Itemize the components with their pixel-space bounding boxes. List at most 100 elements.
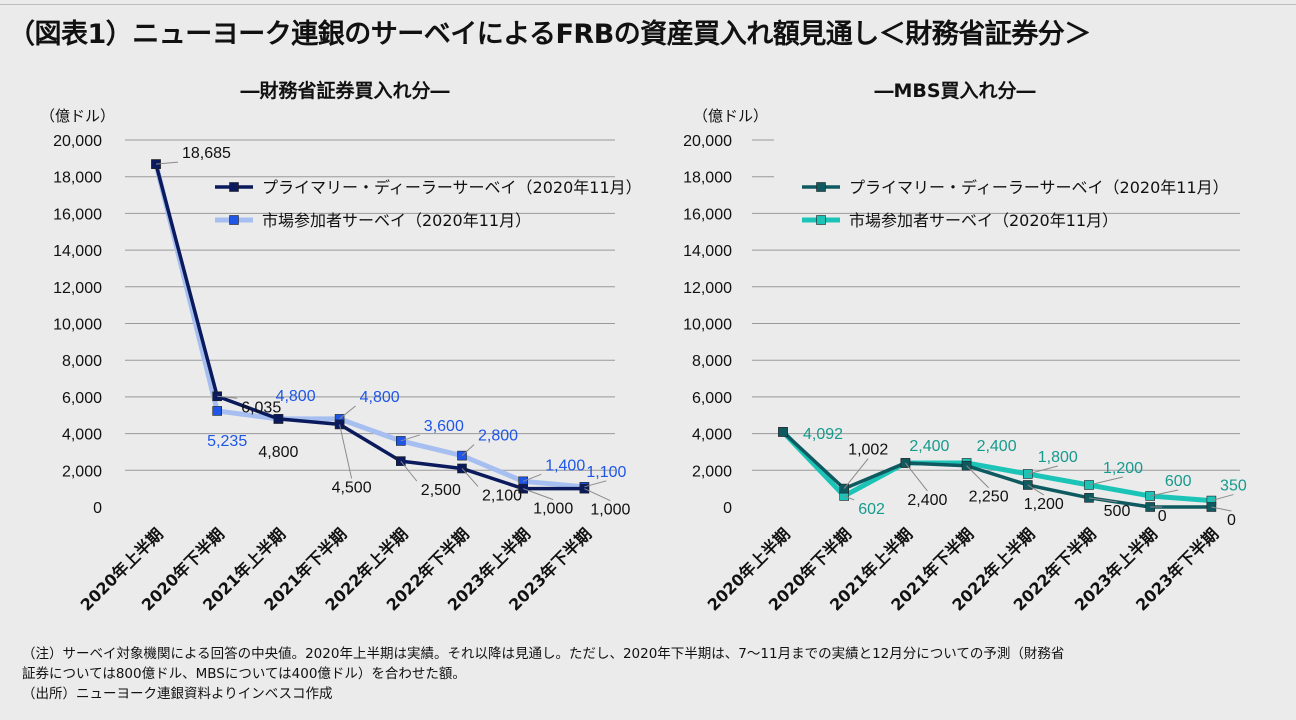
left-data-label-market: 4,800: [360, 389, 400, 406]
right-y-tick-label: 20,000: [683, 133, 732, 150]
right-data-label-market: 350: [1220, 478, 1247, 495]
right-y-tick-label: 0: [723, 500, 732, 517]
left-y-tick-label: 12,000: [53, 280, 102, 297]
left-data-label-primary: 1,000: [590, 502, 630, 519]
left-y-unit-label: （億ドル）: [40, 107, 115, 125]
right-data-label-primary: 2,400: [907, 492, 947, 509]
right-legend-swatch-marker: [816, 182, 826, 192]
left-y-tick-label: 2,000: [62, 463, 102, 480]
footnote-line-1: （注）サーベイ対象機関による回答の中央値。2020年上半期は実績。それ以降は見通…: [22, 646, 1065, 662]
left-data-label-leader: [339, 405, 356, 420]
left-series-primary-point: [273, 414, 284, 424]
right-data-label-primary: 0: [1227, 512, 1236, 529]
left-series-market-line: [153, 163, 585, 490]
page-title: （図表1）ニューヨーク連銀のサーベイによるFRBの資産買入れ額見通し＜財務省証券…: [8, 19, 1091, 50]
right-data-label-leader: [1211, 506, 1232, 512]
footnote-line-2: 証券については800億ドル、MBSについては400億ドル）を合わせた額。: [22, 666, 466, 682]
left-y-tick-label: 10,000: [53, 317, 102, 334]
right-legend-label: 市場参加者サーベイ（2020年11月）: [849, 211, 1118, 230]
top-rule: [0, 4, 1296, 5]
right-data-label-leader: [1150, 489, 1179, 497]
left-data-label-leader: [400, 460, 418, 482]
footnote-source: （出所）ニューヨーク連銀資料よりインベスコ作成: [22, 686, 333, 702]
right-data-label-primary: 1,002: [848, 442, 888, 459]
right-data-label-market: 602: [858, 501, 885, 518]
right-series-primary-point: [778, 427, 788, 437]
left-data-label-market: 1,400: [545, 457, 585, 474]
left-data-label-primary: 18,685: [182, 145, 231, 162]
left-series-market-point: [212, 406, 222, 416]
left-data-label-leader: [461, 468, 479, 487]
left-legend-swatch-marker: [229, 215, 239, 225]
right-data-label-market: 1,200: [1103, 460, 1143, 477]
left-data-label-leader: [155, 161, 179, 165]
right-chart-title: ―MBS買入れ分―: [874, 80, 1035, 102]
right-data-label-leader: [843, 458, 869, 489]
right-y-unit-label: （億ドル）: [693, 107, 768, 125]
left-y-tick-label: 6,000: [62, 390, 102, 407]
right-y-tick-label: 2,000: [692, 463, 732, 480]
left-data-label-primary: 2,100: [482, 487, 522, 504]
right-data-label-leader: [1088, 476, 1124, 486]
left-y-tick-label: 18,000: [53, 170, 102, 187]
right-data-label-leader: [1027, 465, 1058, 475]
left-y-tick-label: 8,000: [62, 353, 102, 370]
left-legend-swatch-marker: [229, 182, 239, 192]
right-data-label-leader: [905, 462, 928, 492]
right-data-label-market: 2,400: [977, 438, 1017, 455]
left-data-label-market: 2,800: [478, 428, 518, 445]
right-data-label-market: 2,400: [909, 438, 949, 455]
left-data-label-primary: 2,500: [421, 482, 461, 499]
right-data-label-market: 1,800: [1038, 449, 1078, 466]
right-y-tick-label: 18,000: [683, 170, 732, 187]
left-y-tick-label: 4,000: [62, 427, 102, 444]
left-y-tick-label: 20,000: [53, 133, 102, 150]
left-data-label-leader: [400, 434, 420, 442]
left-y-tick-label: 0: [93, 500, 102, 517]
left-data-label-leader: [523, 488, 554, 501]
left-data-label-leader: [584, 480, 607, 488]
right-data-label-leader: [1027, 484, 1045, 496]
right-series-primary-line: [781, 430, 1212, 509]
left-data-label-leader: [584, 488, 611, 502]
right-data-label-primary: 2,250: [969, 489, 1009, 506]
left-data-label-primary: 6,035: [241, 399, 281, 416]
right-data-label-primary: 500: [1104, 503, 1131, 520]
left-data-label-leader: [461, 444, 475, 456]
right-data-label-leader: [1211, 494, 1234, 502]
right-data-label-market: 600: [1165, 473, 1192, 490]
right-data-label-leader: [1088, 497, 1118, 503]
left-data-label-market: 5,235: [207, 433, 247, 450]
left-y-tick-label: 16,000: [53, 206, 102, 223]
left-legend-label: 市場参加者サーベイ（2020年11月）: [262, 211, 531, 230]
right-data-label-leader: [844, 495, 855, 501]
right-y-tick-label: 16,000: [683, 206, 732, 223]
right-y-tick-label: 6,000: [692, 390, 732, 407]
left-data-label-primary: 4,500: [332, 479, 372, 496]
right-data-label-primary: 0: [1158, 508, 1167, 525]
right-legend-swatch-marker: [816, 215, 826, 225]
right-data-label-primary: 1,200: [1024, 496, 1064, 513]
right-y-tick-label: 12,000: [683, 280, 732, 297]
left-legend-label: プライマリー・ディーラーサーベイ（2020年11月）: [262, 178, 642, 197]
right-y-tick-label: 4,000: [692, 427, 732, 444]
left-chart-title: ―財務省証券買入れ分―: [240, 79, 449, 102]
right-y-tick-label: 10,000: [683, 317, 732, 334]
left-data-label-leader: [339, 424, 353, 479]
left-data-label-primary: 4,800: [258, 444, 298, 461]
left-data-label-leader: [523, 473, 542, 482]
right-legend-label: プライマリー・ディーラーサーベイ（2020年11月）: [849, 178, 1229, 197]
left-data-label-primary: 1,000: [533, 501, 573, 518]
left-series-primary-line: [154, 163, 585, 491]
right-y-tick-label: 8,000: [692, 353, 732, 370]
left-data-label-market: 1,100: [586, 464, 626, 481]
right-series-market-line: [781, 430, 1212, 504]
right-data-label-leader: [966, 465, 989, 489]
right-data-label-market: 4,092: [803, 426, 843, 443]
right-y-tick-label: 14,000: [683, 243, 732, 260]
left-data-label-market: 4,800: [276, 388, 316, 405]
left-data-label-leader: [217, 395, 238, 399]
left-y-tick-label: 14,000: [53, 243, 102, 260]
